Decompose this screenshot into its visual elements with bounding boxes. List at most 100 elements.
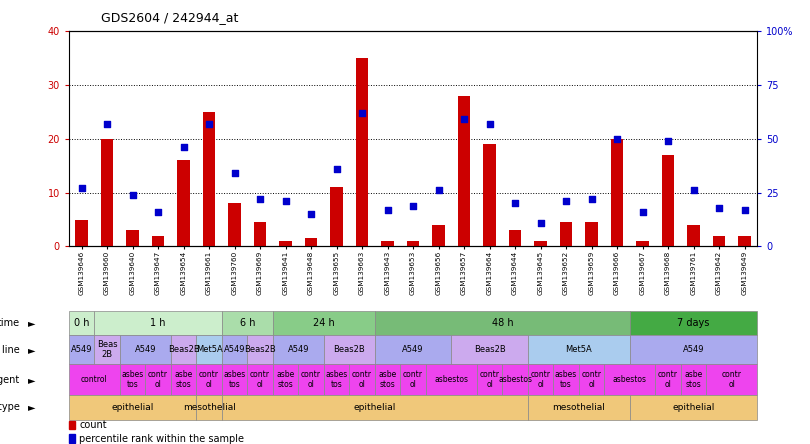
Bar xyxy=(579,364,604,395)
Text: contr
ol: contr ol xyxy=(480,370,500,389)
Bar xyxy=(69,395,196,420)
Bar xyxy=(611,139,624,246)
Text: contr
ol: contr ol xyxy=(250,370,270,389)
Bar xyxy=(69,434,75,443)
Bar xyxy=(382,241,394,246)
Text: ►: ► xyxy=(28,345,35,355)
Text: epithelial: epithelial xyxy=(112,403,154,412)
Bar xyxy=(509,230,522,246)
Text: control: control xyxy=(81,375,108,384)
Text: mesothelial: mesothelial xyxy=(552,403,605,412)
Point xyxy=(151,208,164,215)
Text: contr
ol: contr ol xyxy=(199,370,219,389)
Point xyxy=(534,219,547,226)
Text: Beas
2B: Beas 2B xyxy=(96,340,117,359)
Bar xyxy=(484,144,496,246)
Text: cell type: cell type xyxy=(0,402,20,412)
Bar xyxy=(356,58,369,246)
Text: contr
ol: contr ol xyxy=(722,370,742,389)
Text: asbestos: asbestos xyxy=(613,375,647,384)
Bar xyxy=(298,364,324,395)
Text: agent: agent xyxy=(0,375,20,385)
Text: 6 h: 6 h xyxy=(240,318,255,328)
Bar xyxy=(222,395,528,420)
Bar xyxy=(528,364,553,395)
Text: A549: A549 xyxy=(134,345,156,354)
Text: Beas2B: Beas2B xyxy=(245,345,276,354)
Bar xyxy=(69,335,94,364)
Bar xyxy=(433,225,445,246)
Point xyxy=(305,210,318,218)
Bar xyxy=(528,395,630,420)
Point xyxy=(458,116,471,123)
Bar xyxy=(222,364,247,395)
Bar xyxy=(305,238,318,246)
Bar xyxy=(535,241,547,246)
Bar xyxy=(254,222,266,246)
Bar xyxy=(560,222,573,246)
Bar xyxy=(222,335,247,364)
Point xyxy=(585,195,598,202)
Bar xyxy=(662,155,675,246)
Point xyxy=(738,206,751,214)
Bar xyxy=(69,364,120,395)
Text: contr
ol: contr ol xyxy=(301,370,321,389)
Point xyxy=(611,135,624,143)
Bar xyxy=(120,335,171,364)
Text: contr
ol: contr ol xyxy=(658,370,678,389)
Bar xyxy=(426,364,477,395)
Bar xyxy=(528,335,630,364)
Bar xyxy=(171,335,196,364)
Text: A549: A549 xyxy=(683,345,705,354)
Bar xyxy=(375,335,451,364)
Bar xyxy=(171,364,196,395)
Bar xyxy=(349,364,375,395)
Text: Beas2B: Beas2B xyxy=(334,345,365,354)
Bar xyxy=(375,364,400,395)
Bar xyxy=(75,219,88,246)
Text: Met5A: Met5A xyxy=(565,345,592,354)
Point xyxy=(636,208,649,215)
Bar xyxy=(247,364,273,395)
Bar xyxy=(330,187,343,246)
Text: asbes
tos: asbes tos xyxy=(224,370,245,389)
Text: asbestos: asbestos xyxy=(498,375,532,384)
Bar xyxy=(681,364,706,395)
Point xyxy=(202,120,215,127)
Text: percentile rank within the sample: percentile rank within the sample xyxy=(79,433,244,444)
Bar xyxy=(202,112,215,246)
Bar xyxy=(324,335,375,364)
Text: contr
ol: contr ol xyxy=(148,370,168,389)
Bar xyxy=(222,311,273,335)
Text: contr
ol: contr ol xyxy=(403,370,423,389)
Point xyxy=(279,198,292,205)
Text: asbe
stos: asbe stos xyxy=(684,370,703,389)
Point xyxy=(483,120,496,127)
Bar xyxy=(196,364,222,395)
Point xyxy=(126,191,139,198)
Text: 0 h: 0 h xyxy=(74,318,89,328)
Bar xyxy=(458,96,471,246)
Text: ►: ► xyxy=(28,375,35,385)
Bar xyxy=(273,364,298,395)
Text: 48 h: 48 h xyxy=(492,318,514,328)
Text: asbes
tos: asbes tos xyxy=(122,370,143,389)
Text: mesothelial: mesothelial xyxy=(183,403,236,412)
Bar xyxy=(273,335,324,364)
Text: Met5A: Met5A xyxy=(196,345,223,354)
Text: asbe
stos: asbe stos xyxy=(174,370,193,389)
Text: epithelial: epithelial xyxy=(354,403,396,412)
Bar xyxy=(69,311,94,335)
Bar xyxy=(120,364,145,395)
Point xyxy=(330,165,343,172)
Text: asbe
stos: asbe stos xyxy=(276,370,295,389)
Bar xyxy=(604,364,655,395)
Bar xyxy=(502,364,528,395)
Bar xyxy=(247,335,273,364)
Point xyxy=(177,144,190,151)
Point xyxy=(382,206,394,214)
Bar xyxy=(630,395,757,420)
Bar xyxy=(196,335,222,364)
Point xyxy=(687,187,700,194)
Bar xyxy=(655,364,681,395)
